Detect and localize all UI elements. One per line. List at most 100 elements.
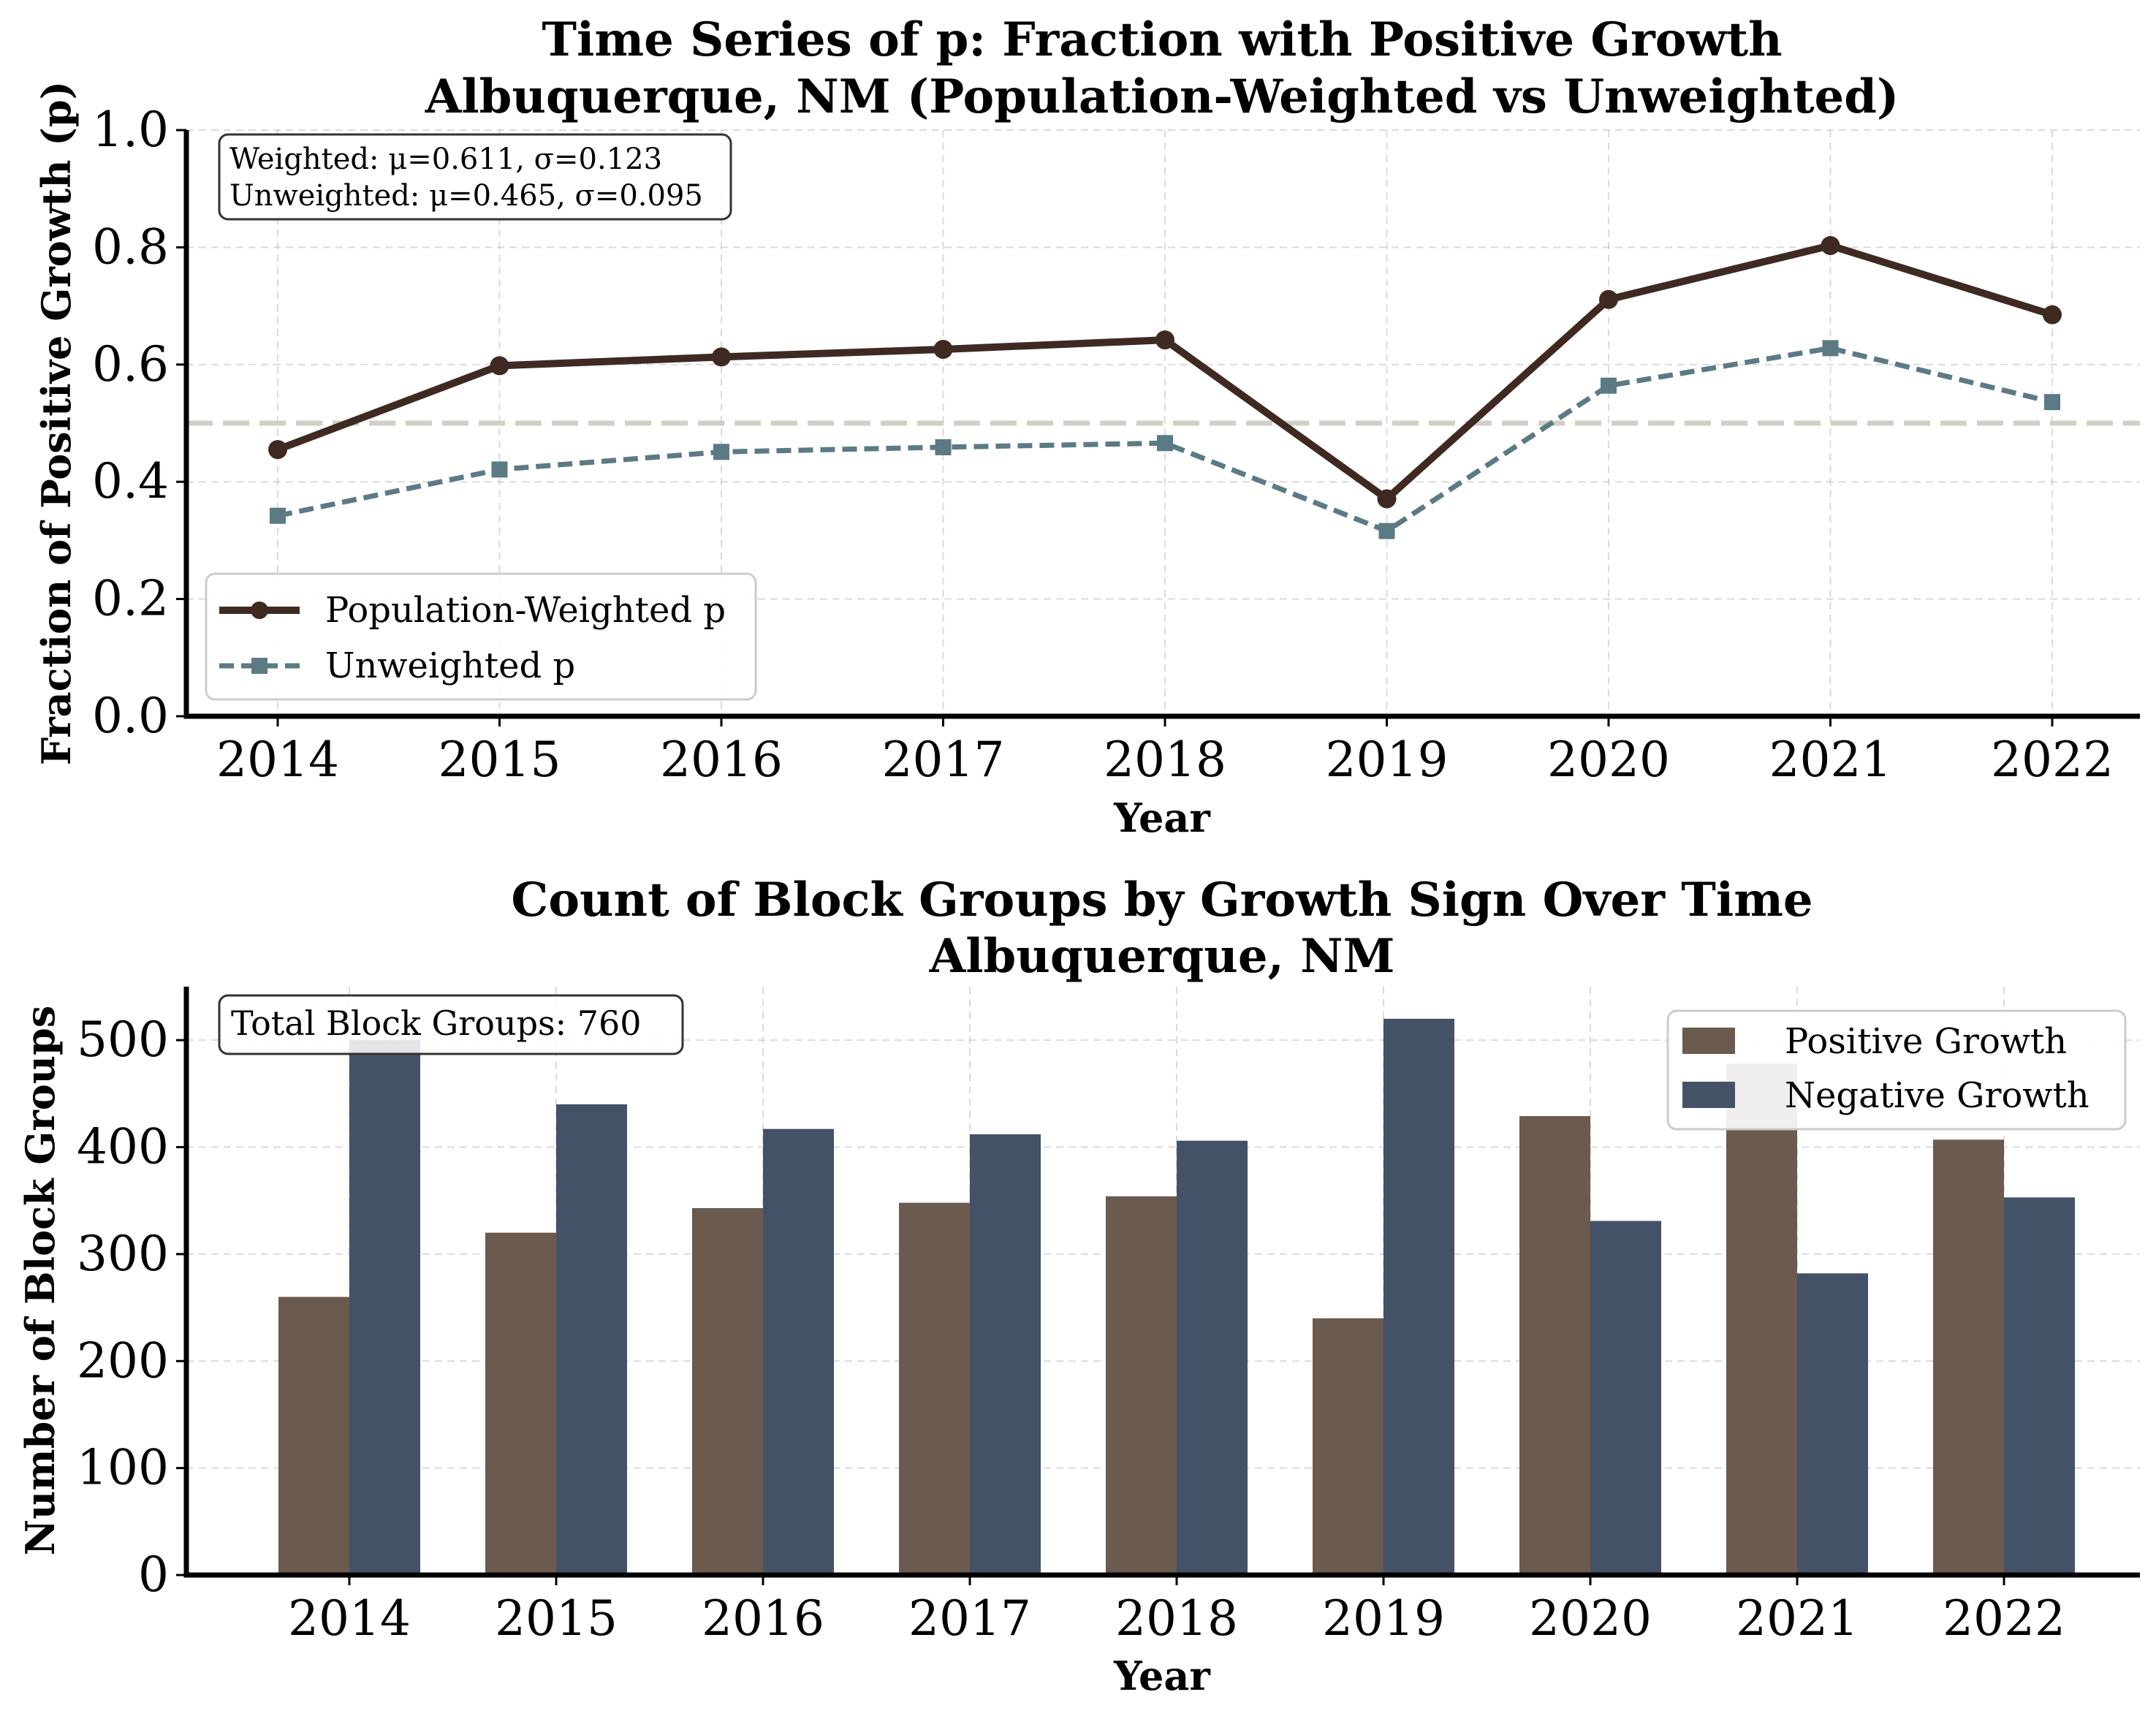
line-chart-series (268, 235, 2062, 539)
bar-chart-subtitle: Albuquerque, NM (929, 929, 1395, 984)
negative-growth-bar (2004, 1197, 2075, 1575)
x-tick-label: 2017 (882, 732, 1005, 788)
legend-weighted-label: Population-Weighted p (325, 590, 726, 631)
y-tick-label: 0.0 (92, 688, 169, 744)
weighted-point (1599, 289, 1618, 309)
y-tick-label: 0.8 (92, 219, 169, 275)
bar-chart-bars (278, 1018, 2075, 1575)
positive-growth-bar (692, 1207, 763, 1575)
y-tick-label: 1.0 (92, 102, 169, 158)
unweighted-point (270, 507, 286, 524)
negative-growth-bar (1590, 1221, 1661, 1575)
line-chart-title: Time Series of p: Fraction with Positive… (542, 12, 1782, 67)
line-legend-box (205, 572, 757, 701)
positive-growth-bar (1933, 1139, 2004, 1575)
stats-annotation: Weighted: μ=0.611, σ=0.123 Unweighted: μ… (218, 133, 732, 221)
x-tick-label: 2016 (660, 732, 783, 788)
line-chart-x-ticks: 2014 2015 2016 2017 2018 2019 2020 2021 2022 (216, 716, 2114, 788)
x-tick-label: 2014 (288, 1590, 411, 1647)
legend-weighted-marker (251, 602, 268, 619)
unweighted-point (935, 439, 952, 455)
x-tick-label: 2017 (908, 1590, 1031, 1647)
legend-negative-swatch (1682, 1082, 1735, 1108)
legend-negative-label: Negative Growth (1785, 1075, 2089, 1116)
y-tick-label: 0.6 (92, 336, 169, 392)
positive-growth-bar (1106, 1196, 1177, 1575)
unweighted-point (491, 461, 508, 478)
negative-growth-bar (763, 1128, 834, 1575)
x-tick-label: 2020 (1547, 732, 1670, 788)
line-chart-xlabel: Year (1113, 794, 1210, 841)
total-box (218, 994, 684, 1055)
bar-chart: Count of Block Groups by Growth Sign Ove… (17, 873, 2140, 1699)
x-tick-label: 2021 (1769, 732, 1892, 788)
bar-chart-y-ticks: 0 100 200 300 400 500 (77, 1012, 186, 1603)
bar-legend-box (1666, 1009, 2127, 1131)
x-tick-label: 2021 (1736, 1590, 1859, 1647)
line-chart-legend: Population-Weighted p Unweighted p (205, 572, 757, 701)
weighted-point (268, 440, 287, 460)
weighted-point (1377, 489, 1397, 509)
legend-positive-label: Positive Growth (1785, 1021, 2067, 1062)
y-tick-label: 300 (77, 1226, 169, 1282)
weighted-point (490, 356, 509, 376)
x-tick-label: 2019 (1326, 732, 1449, 788)
positive-growth-bar (1519, 1116, 1590, 1575)
y-tick-label: 400 (77, 1119, 169, 1175)
stats-box (218, 133, 732, 221)
positive-growth-bar (278, 1297, 349, 1575)
y-tick-label: 0.4 (92, 453, 169, 509)
weighted-point (1155, 330, 1174, 350)
x-tick-label: 2014 (216, 732, 339, 788)
x-tick-label: 2018 (1104, 732, 1226, 788)
negative-growth-bar (1177, 1140, 1248, 1575)
negative-growth-bar (349, 1040, 420, 1575)
line-chart-ylabel: Fraction of Positive Growth (p) (33, 81, 80, 765)
total-annotation: Total Block Groups: 760 (218, 994, 684, 1055)
negative-growth-bar (970, 1134, 1041, 1575)
positive-growth-bar (899, 1202, 970, 1575)
unweighted-point (1157, 435, 1173, 452)
bar-chart-legend: Positive Growth Negative Growth (1666, 1009, 2127, 1131)
line-chart-subtitle: Albuquerque, NM (Population-Weighted vs … (425, 69, 1899, 124)
negative-growth-bar (1797, 1273, 1868, 1575)
x-tick-label: 2022 (1991, 732, 2114, 788)
stats-unweighted: Unweighted: μ=0.465, σ=0.095 (229, 179, 703, 213)
weighted-point (712, 347, 731, 367)
weighted-point (1821, 235, 1840, 255)
x-tick-label: 2022 (1943, 1590, 2065, 1647)
positive-growth-bar (1726, 1063, 1797, 1575)
x-tick-label: 2015 (495, 1590, 618, 1647)
negative-growth-bar (1383, 1018, 1454, 1575)
y-tick-label: 0.2 (92, 571, 169, 627)
positive-growth-bar (485, 1232, 556, 1575)
line-chart: Time Series of p: Fraction with Positive… (33, 12, 2140, 841)
x-tick-label: 2016 (702, 1590, 824, 1647)
weighted-point (933, 339, 953, 359)
y-tick-label: 0 (138, 1547, 169, 1603)
unweighted-point (2044, 394, 2060, 411)
x-tick-label: 2019 (1322, 1590, 1445, 1647)
stats-weighted: Weighted: μ=0.611, σ=0.123 (229, 143, 662, 176)
unweighted-point (1378, 523, 1395, 539)
y-tick-label: 500 (77, 1012, 169, 1068)
bar-chart-title: Count of Block Groups by Growth Sign Ove… (511, 873, 1813, 927)
bar-chart-x-ticks: 2014 2015 2016 2017 2018 2019 2020 2021 2022 (288, 1575, 2065, 1647)
y-tick-label: 100 (77, 1440, 169, 1496)
unweighted-point (1822, 340, 1839, 357)
y-tick-label: 200 (77, 1332, 169, 1389)
positive-growth-bar (1313, 1318, 1383, 1575)
legend-positive-swatch (1682, 1028, 1735, 1054)
x-tick-label: 2020 (1529, 1590, 1652, 1647)
unweighted-series-line (277, 345, 2053, 534)
x-tick-label: 2018 (1115, 1590, 1238, 1647)
negative-growth-bar (556, 1104, 627, 1575)
bar-chart-ylabel: Number of Block Groups (17, 1006, 64, 1555)
legend-unweighted-marker (251, 658, 267, 674)
line-chart-y-ticks: 0.0 0.2 0.4 0.6 0.8 1.0 (92, 102, 186, 744)
unweighted-point (1601, 377, 1617, 394)
legend-unweighted-label: Unweighted p (325, 645, 575, 686)
weighted-point (2043, 305, 2062, 325)
total-label: Total Block Groups: 760 (231, 1003, 642, 1043)
